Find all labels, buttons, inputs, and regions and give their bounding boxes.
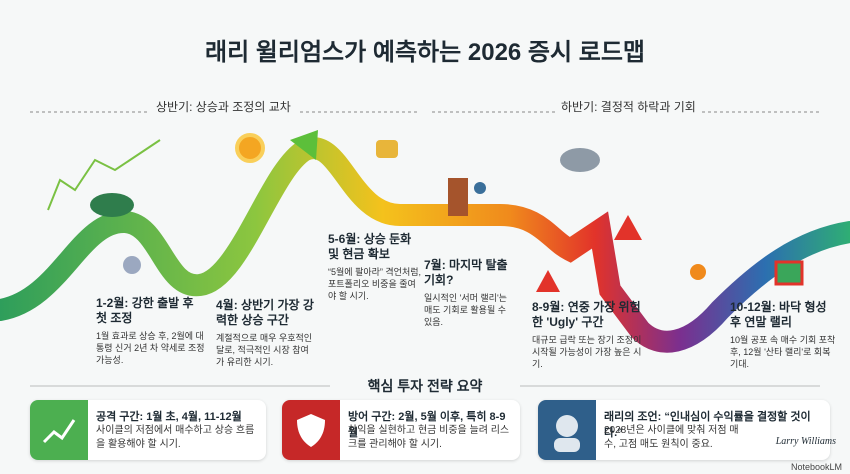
- stage-text: 계절적으로 매우 우호적인 달로, 적극적인 시장 참여가 유리한 시기.: [216, 333, 313, 367]
- gift-icon: [774, 260, 804, 286]
- card-title: 래리의 조언: “인내심이 수익률을 결정할 것이다.”: [604, 411, 811, 439]
- stage-text: 대규모 급락 또는 장기 조정이 시작될 가능성이 가장 높은 시기.: [532, 335, 642, 369]
- strategy-card: 공격 구간: 1월 초, 4월, 11-12월 사이클의 저점에서 매수하고 상…: [30, 400, 266, 460]
- stage-title: 7월: 마지막 탈출 기회?: [424, 258, 508, 287]
- strategy-card: 래리의 조언: “인내심이 수익률을 결정할 것이다.” 2028년은 사이클에…: [538, 400, 830, 460]
- arrow-head: [290, 130, 318, 160]
- card-title: 공격 구간: 1월 초, 4월, 11-12월: [96, 411, 242, 423]
- bull-icon: [90, 193, 134, 217]
- stage-title: 4월: 상반기 가장 강력한 상승 구간: [216, 298, 314, 327]
- sun-icon: [235, 133, 265, 163]
- page-title: 래리 윌리엄스가 예측하는 2026 증시 로드맵: [204, 39, 645, 66]
- stage: 10-12월: 바닥 형성 후 연말 랠리 10월 공포 속 매수 기회 포착 …: [730, 300, 840, 370]
- card-icon: [30, 400, 88, 460]
- stage: 4월: 상반기 가장 강력한 상승 구간 계절적으로 매우 우호적인 달로, 적…: [216, 298, 316, 368]
- summary-title: 핵심 투자 전략 요약: [367, 378, 483, 394]
- section-label: 상반기: 상승과 조정의 교차: [150, 98, 297, 115]
- stage-title: 8-9월: 연중 가장 위험한 'Ugly' 구간: [532, 300, 641, 329]
- coins-icon: [376, 140, 398, 158]
- stage: 5-6월: 상승 둔화 및 현금 확보 “5월에 팔아라” 격언처럼, 포트폴리…: [328, 232, 423, 302]
- card-text: 차익을 실현하고 현금 비중을 늘려 리스크를 관리해야 할 시기.: [348, 425, 510, 450]
- warning-icon: [614, 215, 642, 240]
- card-text: 사이클의 저점에서 매수하고 상승 흐름을 활용해야 할 시기.: [96, 425, 255, 450]
- stage: 8-9월: 연중 가장 위험한 'Ugly' 구간 대규모 급락 또는 장기 조…: [532, 300, 647, 370]
- card-icon: [282, 400, 340, 460]
- stage-text: 일시적인 '서머 랠리'는 매도 기회로 활용될 수 있음.: [424, 293, 507, 327]
- badge: NotebookLM: [790, 462, 842, 472]
- section-label: 하반기: 결정적 하락과 기회: [555, 98, 702, 115]
- stage-title: 10-12월: 바닥 형성 후 연말 랠리: [730, 300, 827, 329]
- card-title: 방어 구간: 2월, 5월 이후, 특히 8-9월: [348, 411, 506, 439]
- runner-icon: [474, 182, 486, 194]
- coin-hand-icon: [690, 264, 706, 280]
- door-icon: [448, 178, 468, 216]
- strategy-card: 방어 구간: 2월, 5월 이후, 특히 8-9월 차익을 실현하고 현금 비중…: [282, 400, 520, 460]
- storm-icon: [560, 148, 600, 172]
- stage-title: 5-6월: 상승 둔화 및 현금 확보: [328, 232, 412, 261]
- person-icon: [123, 256, 141, 274]
- stage-text: 10월 공포 속 매수 기회 포착 후, 12월 '산타 랠리'로 회복 기대.: [730, 335, 836, 369]
- warning-icon: [536, 270, 560, 292]
- signature: Larry Williams: [775, 436, 836, 447]
- stage-title: 1-2월: 강한 출발 후 첫 조정: [96, 296, 194, 325]
- card-text: 2028년은 사이클에 맞춰 저점 매수, 고점 매도 원칙이 중요.: [604, 425, 739, 450]
- chart-icon: [47, 139, 161, 211]
- stage-text: “5월에 팔아라” 격언처럼, 포트폴리오 비중을 줄여야 할 시기.: [328, 267, 422, 301]
- stage: 7월: 마지막 탈출 기회? 일시적인 '서머 랠리'는 매도 기회로 활용될 …: [424, 258, 509, 328]
- stage-text: 1월 효과로 상승 후, 2월에 대통령 신거 2년 차 약세로 조정 가능성.: [96, 331, 205, 365]
- stage: 1-2월: 강한 출발 후 첫 조정 1월 효과로 상승 후, 2월에 대통령 …: [96, 296, 206, 366]
- card-icon: [538, 400, 596, 460]
- ribbon: [0, 137, 850, 353]
